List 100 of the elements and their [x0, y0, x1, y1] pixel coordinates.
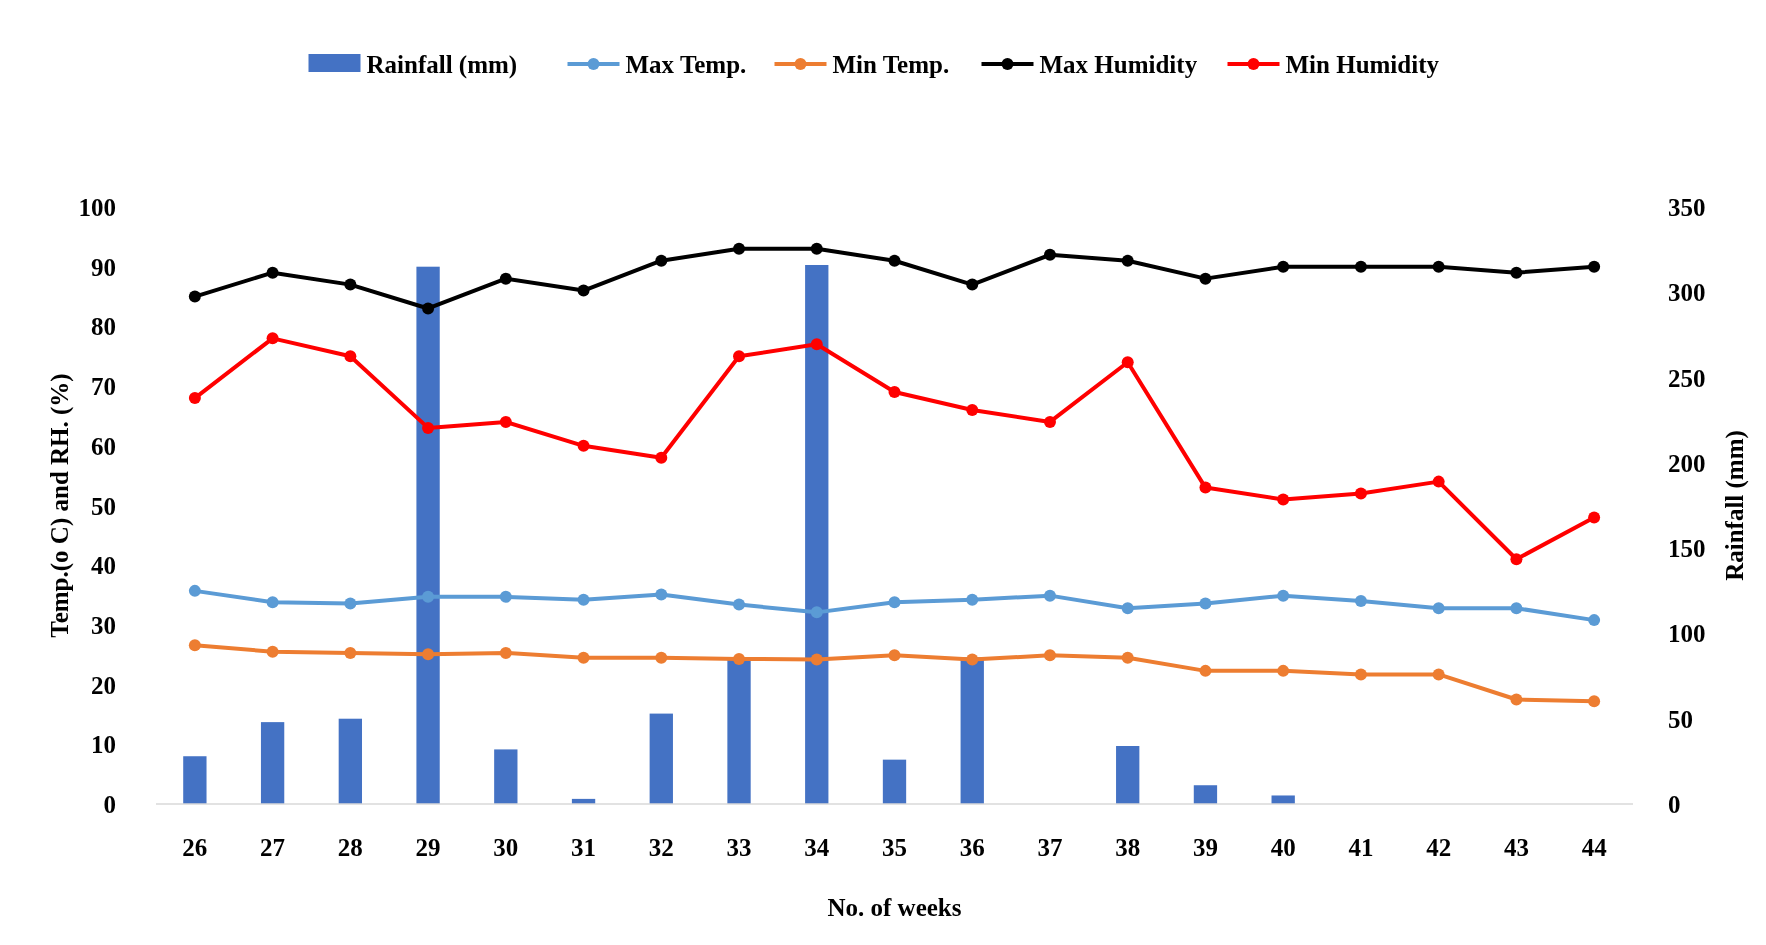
point: [1510, 266, 1523, 279]
point: [1354, 487, 1367, 500]
point: [188, 392, 201, 405]
point: [499, 646, 512, 659]
point: [422, 421, 435, 434]
point: [499, 272, 512, 285]
point: [810, 606, 823, 619]
point: [344, 597, 357, 610]
y-tick-label: 60: [91, 432, 116, 460]
point: [266, 645, 279, 658]
point: [1277, 589, 1290, 602]
point: [1510, 693, 1523, 706]
point: [1510, 602, 1523, 615]
point: [422, 590, 435, 603]
y-tick-label: 80: [91, 313, 116, 341]
bar: [1116, 746, 1140, 804]
point: [1510, 553, 1523, 566]
point: [888, 386, 901, 399]
bar: [338, 718, 362, 804]
point: [422, 302, 435, 315]
point: [1277, 260, 1290, 273]
y-axis-title: Temp.(o C) and RH. (%): [46, 373, 74, 638]
bar: [260, 722, 285, 804]
y2-tick-label: 150: [1668, 535, 1706, 563]
point: [499, 590, 512, 603]
point: [810, 653, 823, 666]
x-tick-label: 31: [571, 834, 597, 861]
point: [1121, 254, 1134, 267]
point: [1277, 493, 1290, 506]
point: [1199, 597, 1212, 610]
point: [1432, 668, 1445, 681]
point: [733, 652, 746, 665]
point: [1277, 664, 1290, 677]
legend-label: Min Humidity: [1285, 51, 1440, 78]
point: [266, 266, 279, 279]
point: [1043, 649, 1056, 662]
bar: [805, 264, 829, 804]
x-tick-label: 29: [415, 834, 441, 861]
y-tick-label: 100: [78, 194, 116, 221]
point: [1432, 602, 1445, 615]
x-tick-label: 44: [1581, 834, 1608, 861]
point: [188, 290, 201, 303]
x-tick-label: 40: [1270, 834, 1296, 861]
bar: [1271, 795, 1295, 804]
x-tick-label: 38: [1115, 834, 1141, 861]
point: [655, 651, 668, 664]
x-tick-label: 32: [648, 834, 674, 861]
point: [1121, 602, 1134, 615]
x-tick-label: 33: [726, 834, 752, 861]
point: [966, 653, 979, 666]
point: [1121, 651, 1134, 664]
y-tick-label: 10: [91, 731, 116, 759]
bar: [416, 266, 440, 804]
point: [499, 415, 512, 428]
point: [966, 403, 979, 416]
bar: [649, 713, 673, 804]
x-tick-label: 39: [1192, 834, 1218, 861]
point: [888, 649, 901, 662]
point: [266, 596, 279, 609]
point: [188, 584, 201, 597]
x-tick-label: 42: [1426, 834, 1452, 861]
point: [1043, 589, 1056, 602]
point: [1588, 260, 1601, 273]
point: [810, 242, 823, 255]
y-tick-label: 40: [91, 552, 116, 580]
point: [577, 439, 590, 452]
point: [888, 596, 901, 609]
x-tick-label: 41: [1348, 834, 1374, 861]
point: [733, 598, 746, 611]
x-axis-title: No. of weeks: [827, 894, 962, 921]
x-tick-label: 27: [260, 834, 286, 861]
point: [1354, 668, 1367, 681]
point: [655, 451, 668, 464]
y-tick-label: 90: [91, 253, 116, 281]
legend-label: Min Temp.: [832, 51, 950, 78]
point: [266, 332, 279, 345]
legend-label: Max Temp.: [625, 51, 747, 78]
y2-tick-label: 250: [1668, 364, 1706, 392]
y2-tick-label: 0: [1668, 791, 1681, 818]
y-tick-label: 50: [91, 492, 116, 520]
point: [1043, 415, 1056, 428]
bar: [882, 759, 907, 804]
point: [344, 278, 357, 291]
point: [1354, 595, 1367, 608]
x-tick-label: 34: [804, 834, 830, 861]
y-tick-label: 20: [91, 671, 116, 699]
point: [888, 254, 901, 267]
point: [966, 278, 979, 291]
point: [966, 593, 979, 606]
y-tick-label: 30: [91, 611, 116, 639]
x-tick-label: 35: [882, 834, 907, 861]
legend-label: Rainfall (mm): [366, 51, 518, 79]
x-tick-label: 36: [959, 834, 985, 861]
y2-tick-label: 200: [1668, 449, 1706, 477]
point: [1199, 481, 1212, 494]
bar: [1193, 785, 1218, 804]
point: [1043, 248, 1056, 261]
point: [422, 648, 435, 661]
point: [1199, 664, 1212, 677]
y2-axis-title: Rainfall (mm): [1721, 430, 1749, 581]
